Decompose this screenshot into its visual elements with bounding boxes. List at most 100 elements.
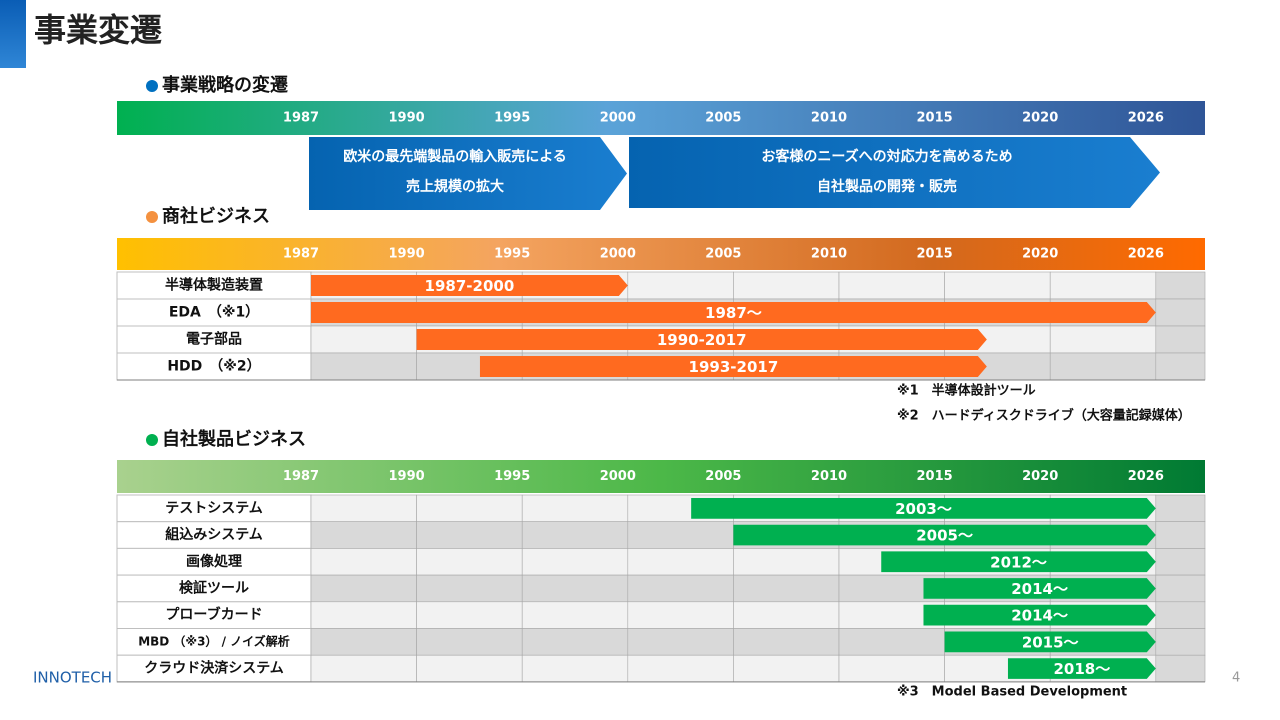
row-label-cell [116,628,312,656]
grid-cell [310,325,417,354]
axis-year: 1987 [283,111,319,126]
axis-band [117,460,1205,493]
period-bar [923,578,1156,599]
section-heading: 事業戦略の変遷 [162,74,288,96]
period-bar [311,302,1156,323]
logo: INNOTECH [33,669,112,687]
period-bar [311,275,628,296]
grid-cell [1155,494,1206,523]
grid-cell [310,654,417,683]
grid-cell [838,654,945,683]
phase-text: お客様のニーズへの対応力を高めるため [761,148,1012,165]
row-label-cell [116,298,312,327]
period-label: 2018～ [1054,660,1111,678]
section-heading: 自社製品ビジネス [162,428,306,450]
row-label: テストシステム [165,500,263,516]
grid-cell [1155,601,1206,629]
grid-cell [627,628,734,656]
row-label: 半導体製造装置 [165,277,263,294]
axis-year: 2000 [600,111,636,126]
grid-cell [733,654,840,683]
period-label: 2014～ [1011,607,1068,625]
period-label: 2005～ [916,527,973,545]
phase-text: 欧米の最先端製品の輸入販売による [343,148,567,165]
grid-cell [416,574,523,603]
period-bar [881,551,1156,573]
grid-cell [521,494,629,523]
row-label: HDD （※2） [167,359,260,375]
axis-year: 2010 [811,469,847,484]
row-label-cell [116,601,312,629]
row-label-cell [116,352,312,381]
phase-text: 売上規模の拡大 [406,178,504,195]
phase-arrow [309,137,627,210]
grid-cell [944,271,1051,300]
grid-cell [627,271,734,300]
row-label: クラウド決済システム [144,660,284,677]
period-label: 1990-2017 [657,331,747,349]
axis-year: 2026 [1128,469,1164,484]
axis-band [117,238,1205,270]
grid-cell [627,601,734,629]
grid-cell [733,628,840,656]
grid-cell [310,628,417,656]
period-bar [416,329,987,350]
grid-cell [733,574,840,603]
grid-cell [733,601,840,629]
grid-cell [416,494,523,523]
footnote: ※2 ハードディスクドライブ（大容量記録媒体） [897,408,1191,424]
grid-cell [1049,271,1157,300]
axis-band [117,101,1205,135]
grid-cell [416,628,523,656]
grid-cell [521,601,629,629]
phase-arrow [629,137,1160,208]
period-label: 1987-2000 [425,277,515,295]
axis-year: 2000 [600,247,636,262]
axis-year: 2015 [917,469,953,484]
grid-cell [1155,521,1206,549]
grid-cell [310,521,417,549]
row-label: 検証ツール [179,579,249,596]
axis-year: 2000 [600,469,636,484]
axis-year: 1990 [389,247,425,262]
grid-cell [416,548,523,576]
axis-year: 1990 [389,111,425,126]
period-bar [733,524,1156,546]
grid-cell [521,654,629,683]
period-bar [944,631,1156,653]
axis-year: 2010 [811,111,847,126]
grid-cell [627,521,734,549]
footnote: ※3 Model Based Development [897,685,1127,700]
grid-cell [310,548,417,576]
title: 事業変遷 [34,11,162,49]
heading-bullet [146,211,158,223]
footnote: ※1 半導体設計ツール [897,383,1036,399]
axis-year: 2020 [1022,469,1058,484]
grid-cell [1049,325,1157,354]
period-bar [691,498,1156,519]
period-bar [479,356,987,377]
grid-cell [416,521,523,549]
axis-year: 1995 [494,247,530,262]
axis-year: 2005 [705,469,741,484]
axis-year: 1990 [389,469,425,484]
row-label-cell [116,325,312,354]
period-label: 2003～ [895,500,952,518]
grid-cell [310,352,417,381]
section-heading: 商社ビジネス [162,205,270,227]
axis-year: 2026 [1128,247,1164,262]
row-label: MBD （※3） / ノイズ解析 [138,633,290,648]
period-label: 2014～ [1011,580,1068,598]
axis-year: 1987 [283,247,319,262]
period-bar [923,604,1156,626]
grid-cell [1155,271,1206,300]
grid-cell [838,271,945,300]
page-number: 4 [1232,671,1240,686]
axis-year: 2015 [917,247,953,262]
grid-cell [521,628,629,656]
axis-year: 2020 [1022,111,1058,126]
grid-cell [521,574,629,603]
axis-year: 2005 [705,247,741,262]
period-label: 1993-2017 [689,358,779,376]
